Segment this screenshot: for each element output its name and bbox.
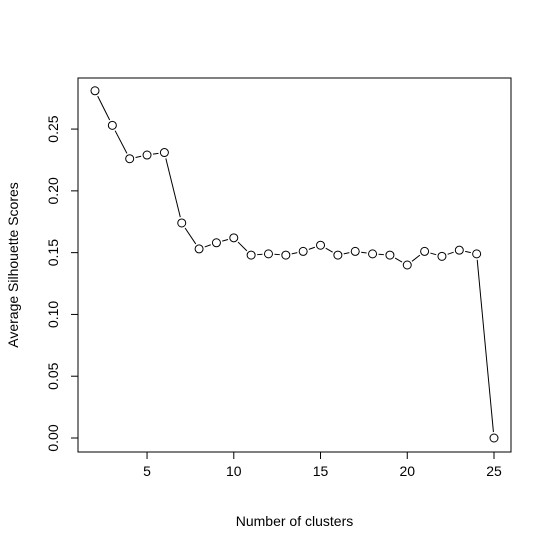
data-point	[281, 250, 291, 260]
y-tick-label: 0.00	[45, 424, 61, 451]
data-point	[246, 250, 256, 260]
series-segment	[237, 241, 248, 252]
y-tick-label: 0.10	[45, 301, 61, 328]
y-axis-title: Average Silhouette Scores	[5, 182, 21, 348]
data-point	[298, 246, 308, 256]
data-point	[489, 433, 499, 443]
data-point	[350, 246, 360, 256]
series-segment	[430, 252, 437, 256]
series-segment	[165, 158, 181, 218]
series-segment	[114, 130, 128, 154]
series-segment	[325, 247, 333, 253]
series-segment	[411, 254, 421, 262]
data-point	[177, 218, 187, 228]
series-segment	[394, 257, 403, 263]
x-tick-label: 25	[486, 463, 502, 479]
data-point	[368, 249, 378, 259]
data-point	[229, 233, 239, 243]
series-segment	[222, 238, 229, 242]
data-point	[437, 251, 447, 261]
data-point	[142, 150, 152, 160]
data-point	[472, 249, 482, 259]
data-point	[159, 148, 169, 158]
y-tick-label: 0.05	[45, 362, 61, 389]
data-point	[90, 86, 100, 96]
data-point	[316, 240, 326, 250]
x-axis-title: Number of clusters	[236, 513, 353, 529]
series-segment	[308, 246, 316, 250]
y-tick-label: 0.25	[45, 115, 61, 142]
data-point	[420, 246, 430, 256]
data-point	[385, 250, 395, 260]
plot-frame	[77, 77, 512, 453]
data-point	[333, 250, 343, 260]
series	[90, 86, 499, 443]
x-tick-label: 20	[399, 463, 415, 479]
series-segment	[97, 95, 111, 121]
x-tick-label: 15	[313, 463, 329, 479]
data-point	[454, 245, 464, 255]
series-segment	[447, 251, 454, 255]
y-tick-label: 0.15	[45, 239, 61, 266]
data-point	[402, 260, 412, 270]
x-tick-label: 5	[143, 463, 151, 479]
series-segment	[361, 251, 367, 254]
series-segment	[465, 250, 471, 254]
series-segment	[204, 244, 211, 248]
x-tick-label: 10	[226, 463, 242, 479]
data-point	[107, 120, 117, 130]
series-segment	[135, 155, 142, 158]
data-point	[263, 249, 273, 259]
x-axis: 5 10 15 20 25	[143, 451, 502, 479]
series-segment	[476, 259, 494, 433]
data-point	[125, 154, 135, 164]
y-axis: 0.00 0.05 0.10 0.15 0.20 0.25	[45, 115, 79, 452]
series-segment	[343, 252, 350, 255]
series-segment	[291, 252, 298, 255]
series-segment	[152, 152, 159, 155]
y-tick-label: 0.20	[45, 177, 61, 204]
data-point	[194, 244, 204, 254]
series-segment	[184, 227, 197, 245]
data-point	[211, 238, 221, 248]
